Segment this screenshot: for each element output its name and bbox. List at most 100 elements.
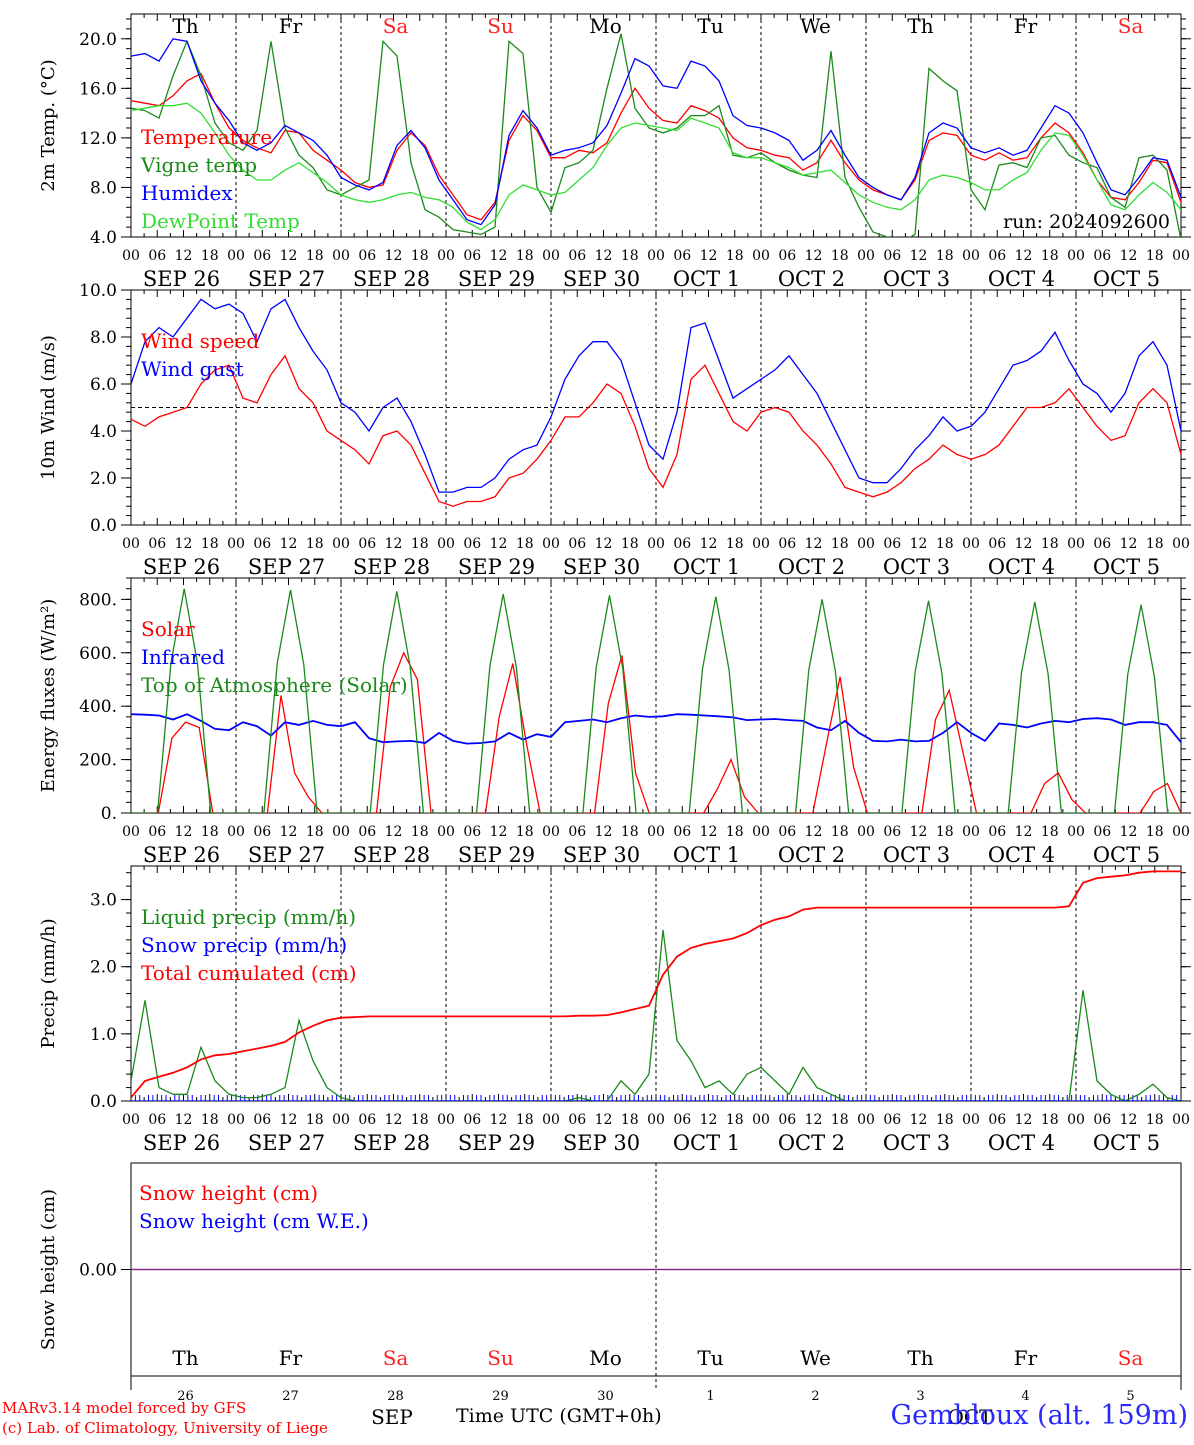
hour-tick-label: 06 [1093, 536, 1111, 552]
hour-tick-label: 00 [647, 248, 665, 264]
day-number-label: 2 [811, 1389, 819, 1404]
weekday-label: Th [907, 1346, 933, 1370]
hour-tick-label: 06 [778, 536, 796, 552]
hour-tick-label: 12 [175, 824, 193, 840]
hour-tick-label: 00 [962, 536, 980, 552]
hour-tick-label: 12 [385, 248, 403, 264]
date-label: OCT 2 [778, 843, 845, 867]
hour-tick-label: 00 [752, 1112, 770, 1128]
hour-tick-label: 06 [463, 824, 481, 840]
hour-tick-label: 18 [726, 248, 744, 264]
hour-tick-label: 12 [595, 248, 613, 264]
hour-tick-label: 12 [1015, 824, 1033, 840]
date-label: OCT 2 [778, 555, 845, 579]
y-tick-label: 8.0 [90, 178, 117, 198]
hour-tick-label: 00 [332, 824, 350, 840]
date-label: SEP 30 [563, 1131, 640, 1155]
date-label: OCT 4 [988, 267, 1055, 291]
hour-tick-label: 12 [910, 248, 928, 264]
date-label: OCT 5 [1093, 843, 1160, 867]
hour-tick-label: 12 [910, 1112, 928, 1128]
weekday-label: Th [172, 14, 198, 38]
hour-tick-label: 00 [227, 824, 245, 840]
hour-tick-label: 18 [411, 824, 429, 840]
hour-tick-label: 06 [358, 1112, 376, 1128]
hour-tick-label: 12 [910, 824, 928, 840]
hour-tick-label: 06 [148, 248, 166, 264]
hour-tick-label: 06 [568, 1112, 586, 1128]
day-number-label: 1 [706, 1389, 714, 1404]
weekday-label: We [800, 1346, 831, 1370]
hour-tick-label: 18 [621, 824, 639, 840]
date-label: OCT 1 [673, 555, 740, 579]
hour-tick-label: 00 [647, 1112, 665, 1128]
hour-tick-label: 18 [1041, 1112, 1059, 1128]
hour-tick-label: 06 [883, 824, 901, 840]
hour-tick-label: 06 [1093, 1112, 1111, 1128]
hour-tick-label: 00 [1067, 248, 1085, 264]
date-label: OCT 3 [883, 267, 950, 291]
hour-tick-label: 06 [883, 248, 901, 264]
hour-tick-label: 06 [778, 1112, 796, 1128]
y-tick-label: 2.0 [90, 958, 117, 978]
hour-tick-label: 18 [201, 248, 219, 264]
y-tick-label: 200. [79, 751, 117, 771]
y-axis-label: 10m Wind (m/s) [38, 335, 59, 480]
hour-tick-label: 06 [463, 248, 481, 264]
hour-tick-label: 00 [1067, 1112, 1085, 1128]
weekday-label: We [800, 14, 831, 38]
hour-tick-label: 12 [595, 536, 613, 552]
hour-tick-label: 18 [306, 824, 324, 840]
hour-tick-label: 00 [227, 1112, 245, 1128]
date-label: OCT 4 [988, 843, 1055, 867]
hour-tick-label: 18 [306, 1112, 324, 1128]
day-number-label: 26 [177, 1389, 194, 1404]
y-tick-label: 20.0 [79, 30, 117, 50]
hour-tick-label: 06 [463, 536, 481, 552]
hour-tick-label: 06 [463, 1112, 481, 1128]
legend-entry: Wind gust [141, 357, 244, 381]
date-label: SEP 30 [563, 267, 640, 291]
hour-tick-label: 00 [1172, 1112, 1190, 1128]
hour-tick-label: 00 [962, 1112, 980, 1128]
hour-tick-label: 12 [490, 1112, 508, 1128]
legend-entry: Snow height (cm W.E.) [139, 1209, 369, 1233]
date-label: OCT 4 [988, 555, 1055, 579]
hour-tick-label: 12 [1120, 536, 1138, 552]
hour-tick-label: 12 [805, 536, 823, 552]
hour-tick-label: 00 [122, 248, 140, 264]
hour-tick-label: 18 [621, 248, 639, 264]
hour-tick-label: 06 [253, 536, 271, 552]
hour-tick-label: 12 [910, 536, 928, 552]
date-label: SEP 27 [248, 1131, 325, 1155]
y-tick-label: 400. [79, 697, 117, 717]
date-label: SEP 28 [353, 843, 430, 867]
hour-tick-label: 12 [490, 536, 508, 552]
day-number-label: 30 [597, 1389, 614, 1404]
hour-tick-label: 18 [936, 1112, 954, 1128]
date-label: SEP 29 [458, 555, 535, 579]
hour-tick-label: 00 [122, 536, 140, 552]
chart-panel-5: 0.00 Snow height (cm) Snow height (cm) Snow… [38, 1162, 1191, 1429]
hour-tick-label: 00 [857, 1112, 875, 1128]
hour-tick-label: 00 [437, 824, 455, 840]
hour-tick-label: 18 [831, 536, 849, 552]
hour-tick-label: 00 [647, 536, 665, 552]
hour-tick-label: 18 [831, 248, 849, 264]
hour-tick-label: 00 [332, 536, 350, 552]
weekday-label: Su [487, 1346, 514, 1370]
weekday-label: Sa [383, 14, 409, 38]
hour-tick-label: 00 [122, 824, 140, 840]
hour-tick-label: 00 [1172, 536, 1190, 552]
hour-tick-label: 12 [805, 824, 823, 840]
y-axis-label: Snow height (cm) [38, 1189, 59, 1350]
y-tick-label: 1.0 [90, 1025, 117, 1045]
hour-tick-label: 18 [621, 536, 639, 552]
hour-tick-label: 12 [175, 248, 193, 264]
legend-entry: Snow precip (mm/h) [141, 933, 347, 957]
date-label: SEP 28 [353, 267, 430, 291]
date-label: SEP 29 [458, 843, 535, 867]
date-label: OCT 1 [673, 843, 740, 867]
hour-tick-label: 06 [673, 1112, 691, 1128]
